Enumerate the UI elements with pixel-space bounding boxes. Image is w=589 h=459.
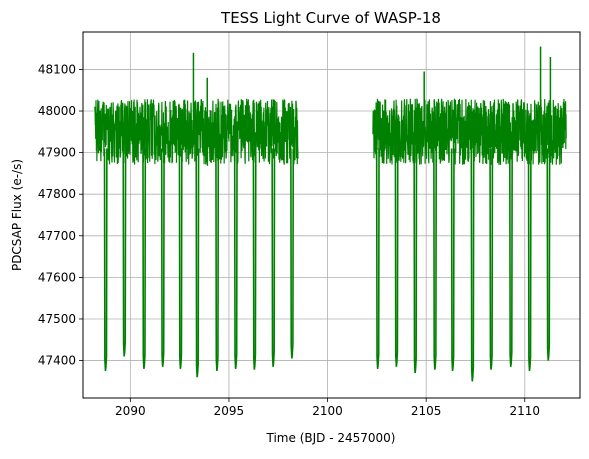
y-tick-label: 48000 — [38, 104, 76, 118]
transit-dip — [178, 148, 183, 369]
transit-dip — [215, 148, 220, 372]
y-tick-label: 47400 — [38, 354, 76, 368]
y-tick-label: 47600 — [38, 270, 76, 284]
transit-dip — [103, 148, 108, 372]
y-axis-label: PDCSAP Flux (e-/s) — [10, 159, 24, 271]
plot-frame — [82, 31, 581, 399]
transit-dip — [527, 148, 532, 372]
x-tick-label: 2100 — [312, 404, 343, 418]
transit-dip — [508, 148, 513, 367]
y-tick-label: 47500 — [38, 312, 76, 326]
transit-dip — [489, 148, 494, 370]
y-tick-label: 47900 — [38, 146, 76, 160]
transit-dip — [394, 148, 399, 367]
data-layer — [94, 46, 567, 382]
x-tick-label: 2110 — [510, 404, 541, 418]
x-tick-label: 2095 — [214, 404, 245, 418]
y-tick-label: 47800 — [38, 187, 76, 201]
transit-dip — [160, 148, 165, 367]
y-tick-label: 48100 — [38, 62, 76, 76]
transit-dip — [433, 148, 438, 370]
x-tick-label: 2090 — [115, 404, 146, 418]
transit-dip — [413, 148, 418, 374]
transit-dip — [252, 148, 257, 370]
transit-dip — [233, 148, 238, 369]
transit-dip — [375, 148, 380, 369]
transit-dip — [122, 148, 127, 357]
x-tick-label: 2105 — [411, 404, 442, 418]
flux-segment — [372, 98, 567, 165]
transit-dip — [142, 148, 147, 369]
chart-title: TESS Light Curve of WASP-18 — [220, 9, 441, 27]
transit-dip — [546, 148, 551, 361]
x-axis-label: Time (BJD - 2457000) — [266, 431, 396, 445]
transit-dip — [195, 148, 200, 378]
transit-dip — [470, 148, 475, 382]
transit-dip — [450, 148, 455, 372]
transit-dip — [290, 148, 295, 359]
y-tick-label: 47700 — [38, 229, 76, 243]
ticks: 2090 2095 2100 2105 2110 47400 47500 47600 47700… — [38, 62, 540, 418]
transit-dip — [271, 148, 276, 367]
